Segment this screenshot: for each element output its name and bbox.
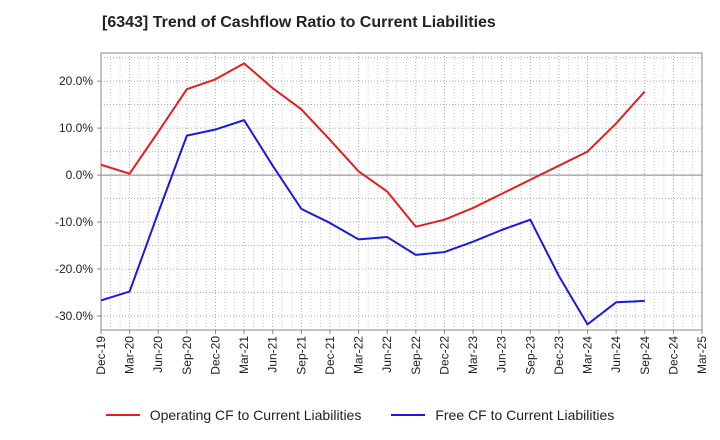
- legend: Operating CF to Current Liabilities Free…: [0, 400, 720, 430]
- x-tick-label: Dec-19: [94, 336, 108, 375]
- plot-border: [100, 52, 703, 331]
- label-layer: 20.0% 10.0% 0.0% -10.0% -20.0% -30.0%Dec-19 Ma…: [55, 74, 709, 375]
- y-tick-label: -30.0%: [55, 309, 93, 323]
- x-tick-label: Dec-20: [208, 336, 222, 375]
- y-tick-label: 0.0%: [66, 168, 94, 182]
- series-layer: [100, 62, 646, 326]
- x-tick-label: Jun-20: [151, 336, 165, 373]
- legend-label-operating: Operating CF to Current Liabilities: [149, 407, 362, 423]
- plot-area: [101, 53, 702, 330]
- x-tick-label: Jun-24: [609, 336, 623, 373]
- series-line-1: [100, 119, 645, 326]
- x-tick-label: Dec-22: [437, 336, 451, 375]
- y-tick-label: 10.0%: [59, 121, 93, 135]
- grid-layer: [100, 53, 703, 330]
- x-tick-label: Mar-21: [237, 336, 251, 374]
- series-line-0: [100, 62, 646, 228]
- x-tick-label: Dec-24: [666, 336, 680, 375]
- y-tick-label: -20.0%: [55, 262, 93, 276]
- y-tick-label: 20.0%: [59, 74, 93, 88]
- x-tick-label: Mar-22: [352, 336, 366, 374]
- x-tick-label: Mar-23: [466, 336, 480, 374]
- legend-item-free: Free CF to Current Liabilities: [391, 407, 614, 423]
- x-tick-label: Sep-23: [523, 336, 537, 375]
- x-tick-label: Dec-23: [552, 336, 566, 375]
- x-tick-label: Mar-25: [695, 336, 709, 374]
- x-tick-label: Jun-23: [495, 336, 509, 373]
- x-tick-label: Jun-21: [266, 336, 280, 373]
- legend-item-operating: Operating CF to Current Liabilities: [105, 407, 362, 423]
- y-tick-label: -10.0%: [55, 215, 93, 229]
- axis-layer: [97, 52, 703, 334]
- x-tick-label: Sep-20: [180, 336, 194, 375]
- chart-title: [6343] Trend of Cashflow Ratio to Curren…: [102, 14, 496, 31]
- legend-label-free: Free CF to Current Liabilities: [435, 407, 615, 423]
- x-tick-label: Sep-24: [638, 336, 652, 375]
- x-tick-label: Dec-21: [323, 336, 337, 375]
- legend-swatch-operating: [105, 414, 140, 416]
- legend-swatch-free: [391, 414, 426, 416]
- x-tick-label: Sep-21: [294, 336, 308, 375]
- x-tick-label: Sep-22: [409, 336, 423, 375]
- x-tick-label: Jun-22: [380, 336, 394, 373]
- x-tick-label: Mar-20: [123, 336, 137, 374]
- x-tick-label: Mar-24: [581, 336, 595, 374]
